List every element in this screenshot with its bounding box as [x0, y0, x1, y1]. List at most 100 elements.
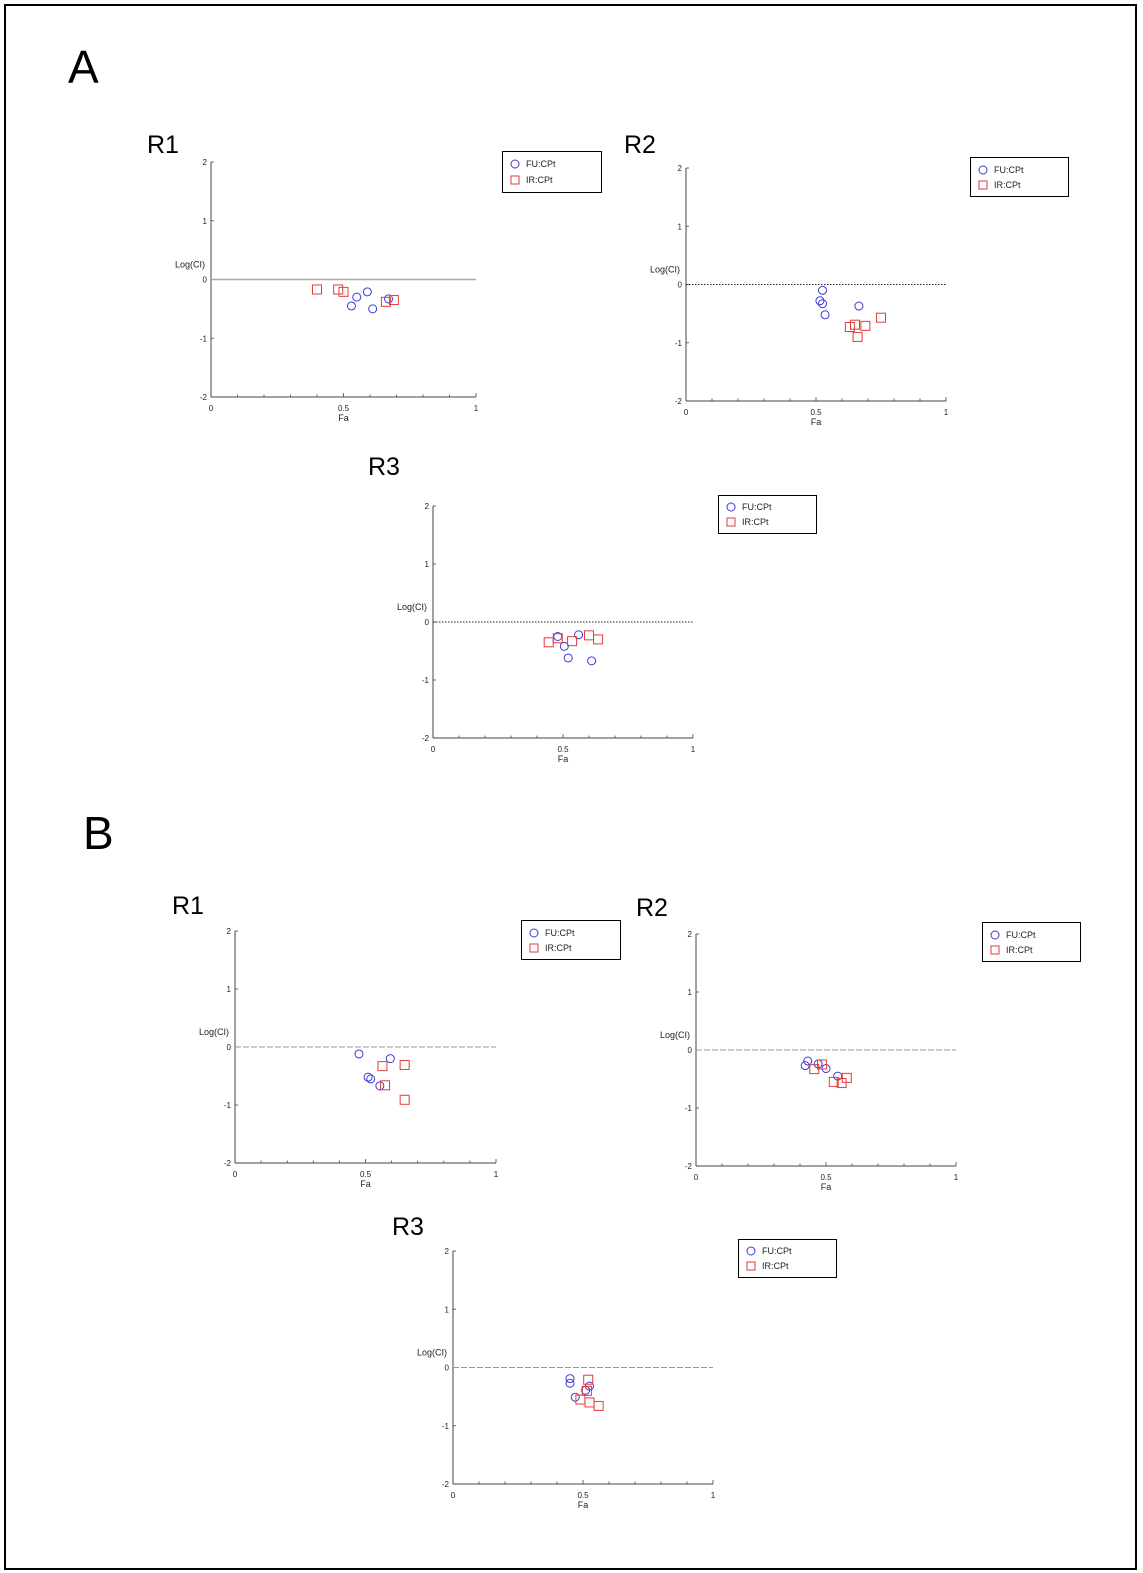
y-tick-label: 0	[688, 1046, 693, 1055]
x-tick-label: 1	[494, 1170, 499, 1179]
data-point-fu-cpt	[366, 1074, 376, 1084]
data-point-ir-cpt	[844, 322, 855, 333]
x-tick-label: 0.5	[557, 745, 569, 754]
legend-square-icon	[978, 180, 988, 190]
y-tick-label: -1	[422, 676, 430, 685]
y-tick-label: 2	[227, 927, 232, 936]
x-tick-label: 0.5	[338, 404, 350, 413]
x-tick-label: 0	[233, 1170, 238, 1179]
plot-title-a-r2: R2	[624, 131, 656, 159]
plot-title-b-r2: R2	[636, 894, 668, 922]
data-point-fu-cpt	[570, 1392, 580, 1402]
data-point-ir-cpt	[399, 1059, 410, 1070]
legend-label-ir: IR:CPt	[526, 175, 553, 185]
x-axis-label: Fa	[811, 417, 822, 427]
legend-circle-icon	[978, 165, 988, 175]
data-point-ir-cpt	[850, 319, 860, 330]
legend-label-fu: FU:CPt	[994, 165, 1024, 175]
legend-label-fu: FU:CPt	[526, 159, 556, 169]
data-point-ir-cpt	[543, 637, 554, 648]
data-point-ir-cpt	[581, 1385, 592, 1396]
y-tick-label: 2	[688, 930, 693, 939]
x-tick-label: 1	[711, 1491, 716, 1500]
panel-letter-b: B	[83, 807, 114, 859]
data-point-ir-cpt	[876, 312, 886, 323]
x-tick-label: 0.5	[820, 1173, 832, 1182]
legend-b-r2: FU:CPt IR:CPt	[982, 922, 1081, 962]
y-tick-label: -1	[200, 334, 208, 343]
data-point-ir-cpt	[584, 1397, 595, 1408]
legend-label-ir: IR:CPt	[742, 517, 769, 527]
data-point-ir-cpt	[338, 286, 349, 297]
legend-label-ir: IR:CPt	[762, 1261, 789, 1271]
data-point-fu-cpt	[800, 1061, 810, 1071]
plot-title-b-r1: R1	[172, 892, 204, 920]
legend-label-fu: FU:CPt	[742, 502, 772, 512]
data-point-ir-cpt	[841, 1072, 852, 1083]
data-point-ir-cpt	[552, 633, 563, 644]
data-point-ir-cpt	[817, 1059, 828, 1070]
y-tick-label: 2	[203, 158, 208, 167]
data-point-ir-cpt	[399, 1094, 410, 1105]
y-tick-label: -2	[224, 1159, 232, 1168]
y-tick-label: 2	[425, 502, 430, 511]
data-point-fu-cpt	[362, 287, 372, 297]
data-point-ir-cpt	[377, 1061, 388, 1072]
legend-circle-icon	[726, 502, 736, 512]
x-axis-label: Fa	[558, 754, 569, 764]
data-point-ir-cpt	[584, 630, 594, 641]
x-tick-label: 1	[691, 745, 696, 754]
legend-square-icon	[529, 943, 539, 953]
legend-circle-icon	[529, 928, 539, 938]
data-point-fu-cpt	[565, 1374, 575, 1384]
legend-label-fu: FU:CPt	[762, 1246, 792, 1256]
y-tick-label: 0	[678, 281, 683, 290]
data-point-ir-cpt	[380, 296, 391, 307]
data-point-fu-cpt	[818, 285, 827, 295]
y-tick-label: 1	[678, 222, 683, 231]
data-point-fu-cpt	[854, 301, 864, 311]
legend-label-ir: IR:CPt	[1006, 945, 1033, 955]
data-point-ir-cpt	[828, 1076, 839, 1087]
x-tick-label: 0	[694, 1173, 699, 1182]
y-tick-label: -1	[224, 1101, 232, 1110]
data-point-fu-cpt	[833, 1071, 843, 1081]
figure-frame	[4, 4, 1137, 1570]
x-tick-label: 0.5	[360, 1170, 372, 1179]
data-point-fu-cpt	[354, 1049, 364, 1059]
data-point-fu-cpt	[815, 296, 825, 306]
x-axis-label: Fa	[338, 413, 349, 423]
data-point-fu-cpt	[352, 292, 362, 302]
y-tick-label: 0	[445, 1364, 450, 1373]
legend-label-fu: FU:CPt	[545, 928, 575, 938]
x-axis-label: Fa	[821, 1182, 832, 1192]
y-tick-label: -1	[685, 1104, 693, 1113]
data-point-fu-cpt	[803, 1056, 813, 1066]
y-axis-label: Log(CI)	[660, 1030, 690, 1040]
legend-label-fu: FU:CPt	[1006, 930, 1036, 940]
data-point-ir-cpt	[583, 1374, 594, 1385]
x-tick-label: 1	[954, 1173, 959, 1182]
y-axis-label: Log(CI)	[199, 1027, 229, 1037]
data-point-ir-cpt	[380, 1080, 391, 1091]
x-tick-label: 0	[451, 1491, 456, 1500]
legend-b-r1: FU:CPt IR:CPt	[521, 920, 621, 960]
y-tick-label: -2	[422, 734, 430, 743]
y-tick-label: -1	[442, 1422, 450, 1431]
data-point-fu-cpt	[368, 304, 378, 314]
data-point-fu-cpt	[384, 294, 394, 304]
plot-title-b-r3: R3	[392, 1213, 424, 1241]
legend-square-icon	[726, 517, 736, 527]
data-point-fu-cpt	[346, 301, 356, 311]
y-axis-label: Log(CI)	[650, 265, 680, 275]
x-tick-label: 0.5	[577, 1491, 589, 1500]
y-tick-label: 1	[445, 1305, 450, 1314]
legend-label-ir: IR:CPt	[994, 180, 1021, 190]
y-tick-label: 1	[688, 988, 693, 997]
y-tick-label: 1	[227, 985, 232, 994]
x-axis-label: Fa	[360, 1179, 371, 1189]
y-tick-label: -2	[200, 393, 208, 402]
data-point-fu-cpt	[565, 1378, 575, 1388]
y-tick-label: 1	[203, 217, 208, 226]
